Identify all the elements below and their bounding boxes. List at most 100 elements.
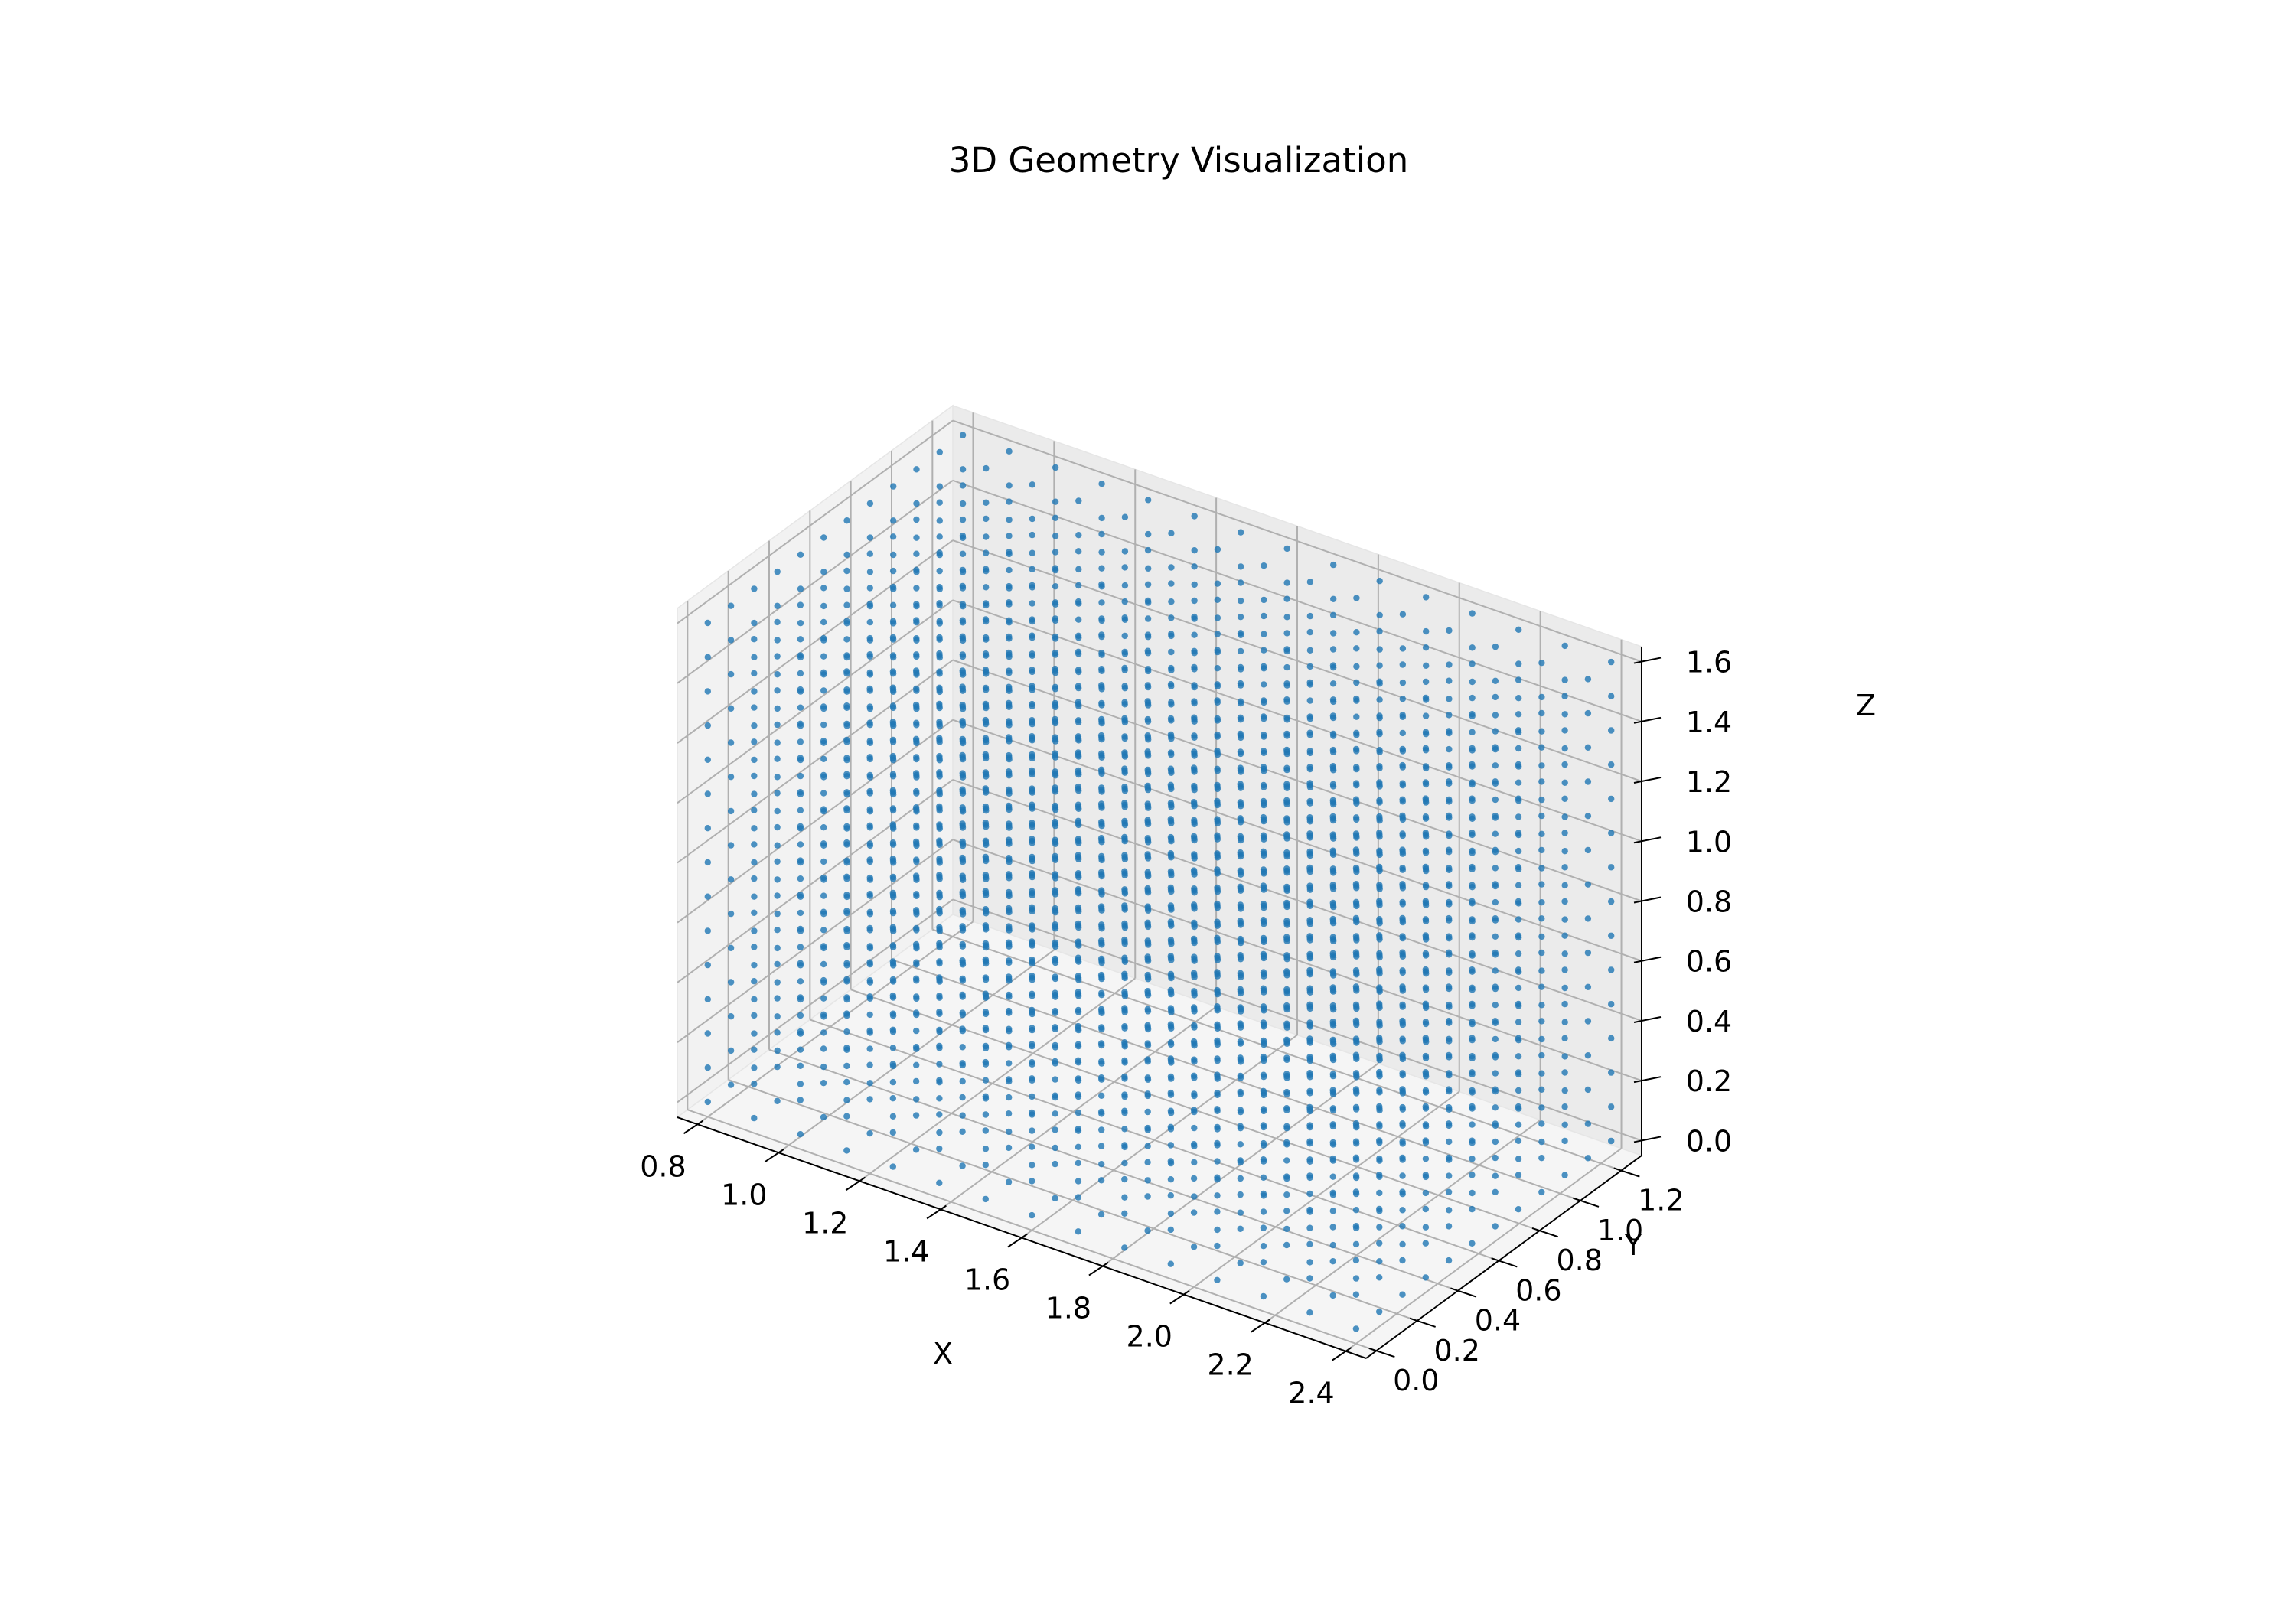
scatter-point [1052,784,1058,791]
scatter-point [1306,729,1313,736]
scatter-point [913,500,920,507]
scatter-point [1237,1088,1244,1096]
scatter-point [889,1129,897,1136]
scatter-point [982,769,990,776]
scatter-point [936,958,943,965]
scatter-point [1191,682,1198,689]
scatter-point [1052,734,1058,741]
scatter-point [1029,700,1035,708]
scatter-point [1352,1240,1360,1248]
scatter-point [1376,747,1383,754]
scatter-point [1006,683,1013,690]
scatter-point [1029,836,1035,843]
scatter-point [912,735,920,742]
y-axis-label: Y [1623,1228,1642,1262]
scatter-point [1352,1188,1360,1195]
scatter-point [1006,751,1013,759]
scatter-point [1352,814,1360,821]
scatter-point [774,892,781,899]
scatter-point [1214,681,1221,688]
scatter-point [1075,783,1082,790]
scatter-point [1352,898,1360,906]
scatter-point [1121,664,1128,672]
scatter-point [704,859,711,866]
scatter-point [1329,1052,1336,1060]
scatter-point [1352,1138,1360,1145]
z-tick-mark [1633,1015,1662,1023]
scatter-point [1399,1001,1406,1009]
z-tick-mark [1633,1136,1662,1143]
scatter-point [1144,1227,1151,1234]
scatter-point [1075,904,1082,911]
scatter-point [797,755,804,761]
scatter-point [751,1064,758,1071]
scatter-point [1469,813,1476,820]
scatter-point [820,585,827,592]
scatter-point [1329,763,1337,770]
scatter-point [1052,852,1058,860]
scatter-point [982,1162,990,1169]
scatter-point [959,718,966,725]
scatter-point [959,957,966,964]
scatter-point [959,838,966,846]
scatter-point [1052,1195,1058,1202]
scatter-point [1283,1088,1290,1096]
scatter-point [983,549,990,556]
scatter-point [1214,1021,1221,1028]
scatter-point [1353,695,1360,702]
scatter-point [1584,846,1592,854]
scatter-point [1005,973,1013,980]
scatter-point [797,601,804,608]
scatter-point [727,910,735,918]
scatter-point [1167,816,1175,823]
scatter-point [1422,1000,1430,1008]
scatter-point [1121,598,1128,605]
scatter-point [1261,663,1267,670]
scatter-point [1329,1292,1336,1299]
scatter-point [1608,932,1615,940]
scatter-point [1097,835,1105,842]
scatter-point [1515,676,1522,683]
scatter-point [1422,1205,1430,1213]
scatter-point [1144,1143,1151,1149]
scatter-point [1376,1000,1383,1007]
scatter-point [1237,579,1244,586]
scatter-point [1376,950,1383,957]
scatter-point [1191,513,1198,520]
scatter-point [1214,1174,1221,1181]
scatter-point [1190,764,1198,771]
scatter-point [1144,988,1151,995]
scatter-point [843,771,850,777]
scatter-point [889,805,897,812]
scatter-point [936,584,943,591]
scatter-point [1260,1106,1267,1113]
scatter-point [1376,1087,1383,1094]
scatter-point [936,905,943,913]
scatter-point [704,619,711,627]
scatter-point [913,959,920,966]
scatter-point [1006,599,1013,606]
scatter-point [959,1009,966,1016]
scatter-point [1237,815,1244,822]
scatter-point [1492,812,1499,820]
scatter-point [1446,933,1453,940]
scatter-point [982,1195,990,1203]
scatter-point [1006,1060,1013,1067]
scatter-point [1052,1110,1058,1117]
scatter-point [1075,648,1082,655]
scatter-point [797,994,804,1001]
scatter-point [1399,1138,1406,1146]
scatter-point [1191,732,1198,739]
scatter-point [1075,632,1082,639]
scatter-point [1376,1052,1383,1060]
scatter-point [1260,1208,1267,1215]
scatter-point [1052,989,1058,996]
scatter-point [1167,850,1175,857]
scatter-point [1515,1206,1522,1213]
scatter-point [1029,956,1035,963]
scatter-point [1352,1070,1360,1077]
scatter-point [982,735,990,742]
scatter-point [1329,847,1336,854]
scatter-point [1237,799,1244,806]
